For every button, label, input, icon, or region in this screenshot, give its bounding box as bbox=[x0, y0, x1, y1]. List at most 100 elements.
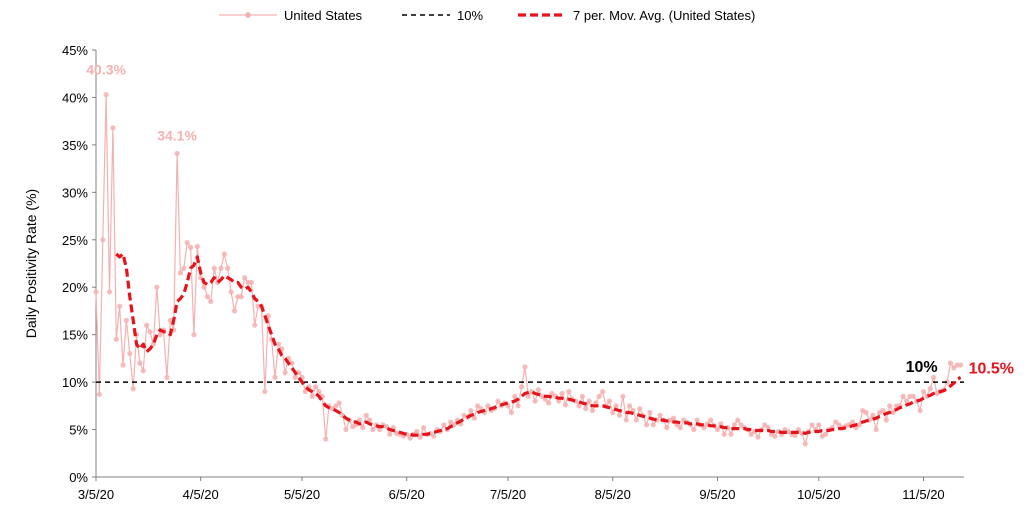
x-tick-label: 11/5/20 bbox=[902, 487, 944, 502]
data-point-united-states bbox=[545, 400, 552, 406]
data-point-united-states bbox=[927, 386, 933, 392]
data-point-united-states bbox=[856, 422, 862, 428]
data-point-united-states bbox=[670, 415, 677, 421]
annotation-label: 40.3% bbox=[86, 62, 126, 78]
data-point-united-states bbox=[471, 415, 477, 421]
data-point-united-states bbox=[900, 393, 906, 399]
data-point-united-states bbox=[140, 368, 146, 374]
data-point-united-states bbox=[96, 391, 102, 398]
data-point-united-states bbox=[728, 431, 734, 437]
data-point-united-states bbox=[100, 237, 106, 243]
data-point-united-states bbox=[647, 409, 653, 416]
data-point-united-states bbox=[106, 289, 113, 295]
annotation-label: 10.5% bbox=[969, 360, 1014, 377]
data-point-united-states bbox=[147, 329, 153, 335]
data-point-united-states bbox=[731, 422, 737, 428]
data-point-united-states bbox=[174, 150, 180, 157]
x-tick-label: 6/5/20 bbox=[389, 487, 425, 502]
data-point-united-states bbox=[184, 240, 190, 246]
x-tick-label: 9/5/20 bbox=[699, 487, 735, 502]
data-point-united-states bbox=[289, 360, 295, 366]
data-point-united-states bbox=[583, 406, 589, 412]
data-point-united-states bbox=[694, 417, 700, 423]
data-point-united-states bbox=[123, 317, 129, 324]
data-point-united-states bbox=[137, 360, 143, 366]
data-point-united-states bbox=[343, 426, 349, 433]
data-point-united-states bbox=[194, 243, 200, 250]
data-point-united-states bbox=[370, 426, 376, 433]
data-point-united-states bbox=[650, 422, 656, 428]
data-point-united-states bbox=[103, 91, 109, 98]
data-point-united-states bbox=[323, 436, 329, 442]
data-point-united-states bbox=[664, 425, 670, 431]
data-point-united-states bbox=[150, 341, 157, 347]
data-point-united-states bbox=[485, 403, 491, 409]
data-point-united-states bbox=[873, 426, 879, 433]
data-point-united-states bbox=[643, 422, 650, 428]
data-point-united-states bbox=[600, 389, 606, 395]
y-tick-label: 5% bbox=[69, 423, 88, 438]
data-point-united-states bbox=[613, 403, 619, 409]
y-tick-label: 10% bbox=[62, 375, 88, 390]
data-point-united-states bbox=[589, 407, 596, 414]
data-point-united-states bbox=[518, 384, 525, 390]
data-point-united-states bbox=[718, 421, 724, 427]
legend-label-united-states: United States bbox=[284, 8, 363, 23]
data-point-united-states bbox=[947, 360, 954, 366]
data-point-united-states bbox=[363, 412, 369, 418]
y-tick-label: 20% bbox=[62, 280, 88, 295]
data-point-united-states bbox=[292, 374, 298, 380]
data-point-united-states bbox=[772, 433, 778, 439]
data-point-united-states bbox=[755, 434, 761, 440]
data-point-united-states bbox=[275, 341, 281, 347]
data-point-united-states bbox=[610, 409, 616, 416]
data-point-united-states bbox=[231, 308, 238, 314]
data-point-united-states bbox=[113, 336, 119, 343]
data-point-united-states bbox=[566, 389, 572, 395]
data-point-united-states bbox=[282, 370, 288, 376]
data-point-united-states bbox=[920, 389, 927, 395]
data-point-united-states bbox=[623, 417, 629, 423]
data-point-united-states bbox=[562, 402, 569, 408]
data-point-united-states bbox=[880, 407, 886, 414]
data-point-united-states bbox=[515, 403, 521, 409]
x-tick-label: 4/5/20 bbox=[183, 487, 219, 502]
data-point-united-states bbox=[637, 406, 643, 412]
data-point-united-states bbox=[508, 409, 515, 416]
data-point-united-states bbox=[110, 125, 116, 131]
data-point-united-states bbox=[616, 412, 623, 418]
x-tick-label: 8/5/20 bbox=[595, 487, 631, 502]
legend: United States 10% 7 per. Mov. Avg. (United… bbox=[219, 8, 755, 23]
data-point-united-states bbox=[958, 362, 964, 368]
data-point-united-states bbox=[127, 351, 133, 357]
data-point-united-states bbox=[917, 407, 923, 414]
data-point-united-states bbox=[204, 294, 211, 300]
data-point-united-states bbox=[708, 417, 714, 423]
data-point-united-states bbox=[903, 398, 910, 404]
y-tick-label: 45% bbox=[62, 43, 88, 58]
data-point-united-states bbox=[187, 244, 194, 250]
y-tick-label: 15% bbox=[62, 328, 88, 343]
data-point-united-states bbox=[735, 417, 741, 423]
data-point-united-states bbox=[870, 412, 876, 418]
data-point-united-states bbox=[228, 289, 234, 295]
data-point-united-states bbox=[238, 294, 244, 300]
y-tick-label: 30% bbox=[62, 185, 88, 200]
data-point-united-states bbox=[431, 433, 437, 439]
annotation-label: 34.1% bbox=[157, 127, 197, 143]
x-tick-label: 7/5/20 bbox=[490, 487, 526, 502]
data-point-united-states bbox=[887, 403, 893, 409]
y-tick-label: 25% bbox=[62, 233, 88, 248]
y-tick-label: 40% bbox=[62, 90, 88, 105]
series-line-moving-average bbox=[115, 252, 962, 437]
legend-label-10pct: 10% bbox=[457, 8, 483, 23]
data-point-united-states bbox=[495, 398, 501, 404]
data-point-united-states bbox=[883, 417, 889, 423]
data-point-united-states bbox=[596, 393, 602, 399]
data-point-united-states bbox=[242, 275, 248, 281]
data-point-united-states bbox=[816, 422, 822, 428]
data-point-united-states bbox=[441, 422, 447, 428]
data-point-united-states bbox=[633, 417, 639, 423]
data-point-united-states bbox=[468, 407, 474, 414]
